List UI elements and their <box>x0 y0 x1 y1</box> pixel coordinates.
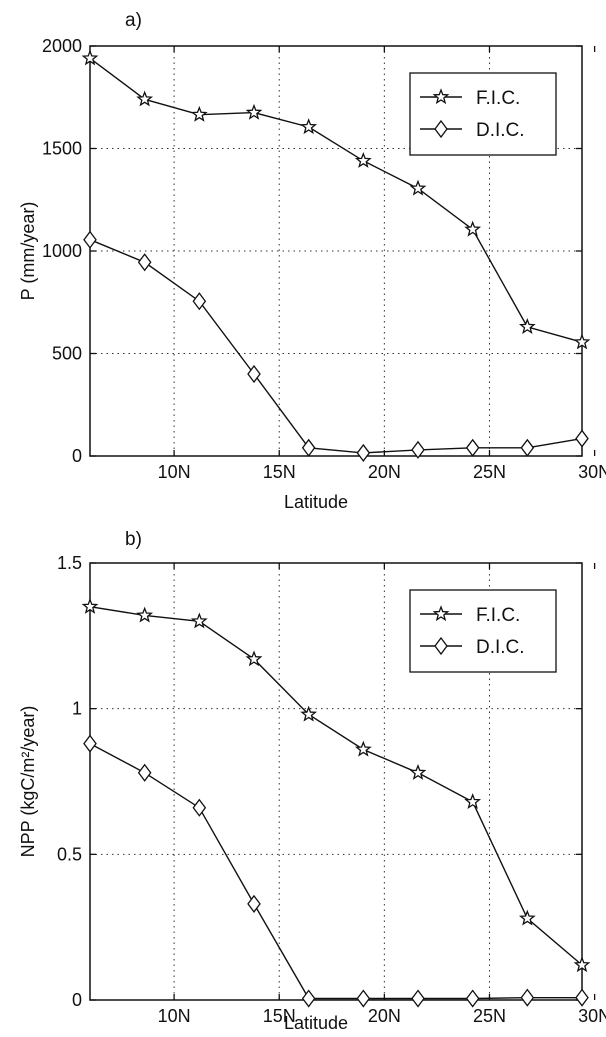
legend-marker <box>432 605 450 622</box>
data-point <box>137 253 152 272</box>
data-point <box>300 118 318 135</box>
data-point <box>465 989 480 1008</box>
series-line <box>89 606 583 966</box>
x-tick-label: 15N <box>263 1006 296 1026</box>
data-point <box>247 894 261 913</box>
data-point <box>81 597 99 614</box>
panel-label-a: a) <box>125 10 142 31</box>
y-axis-label-b: NPP (kgC/m²/year) <box>18 706 38 858</box>
x-axis-label-a: Latitude <box>284 492 348 512</box>
data-point <box>409 179 427 196</box>
data-point <box>301 438 316 457</box>
x-tick-label: 30N <box>578 1006 606 1026</box>
data-point <box>81 49 99 66</box>
y-tick-label: 1 <box>72 699 82 719</box>
chart-panel-a: a) 10N 15N 20N 25N 30N 0 500 1000 1500 2000 Latitud… <box>0 0 606 516</box>
data-point <box>136 90 154 107</box>
y-tick-label: 1500 <box>42 139 82 159</box>
series-b-dic <box>83 734 589 1008</box>
series-b-fic <box>81 597 591 973</box>
series-line <box>89 57 583 343</box>
data-point <box>190 612 208 629</box>
data-point <box>137 763 152 782</box>
x-tick-label: 10N <box>158 462 191 482</box>
panel-label-b: b) <box>125 529 142 550</box>
y-tick-label: 1.5 <box>57 553 82 573</box>
y-tick-label: 0.5 <box>57 844 82 864</box>
legend-label: D.I.C. <box>476 120 525 141</box>
data-point <box>245 650 263 667</box>
data-point <box>411 440 425 459</box>
data-point <box>192 292 207 311</box>
data-point <box>356 989 371 1008</box>
y-tick-label: 0 <box>72 446 82 466</box>
legend-marker <box>434 636 448 656</box>
series-line <box>89 239 583 454</box>
data-point <box>464 220 482 237</box>
data-point <box>192 798 207 817</box>
data-point <box>190 105 208 122</box>
series-line <box>89 742 582 1000</box>
legend-b: F.I.C. D.I.C. <box>409 589 557 673</box>
data-point <box>300 705 318 722</box>
y-axis-label-a: P (mm/year) <box>18 202 38 301</box>
x-axis-label-b: Latitude <box>284 1013 348 1032</box>
legend-a: F.I.C. D.I.C. <box>409 72 557 156</box>
x-tick-label: 20N <box>368 1006 401 1026</box>
plot-frame-b <box>89 562 583 1001</box>
ticks-b: 10N 15N 20N 25N 30N 0 0.5 1 1.5 <box>57 553 606 1026</box>
data-point <box>83 734 97 753</box>
x-tick-label: 25N <box>473 462 506 482</box>
legend-marker <box>432 88 450 105</box>
data-point <box>575 988 589 1007</box>
plot-frame-a <box>89 45 583 457</box>
data-point <box>83 230 97 249</box>
y-tick-label: 1000 <box>42 241 82 261</box>
grid-a <box>90 46 582 456</box>
legend-label: F.I.C. <box>476 605 520 626</box>
data-point <box>573 956 591 973</box>
legend-box <box>409 589 557 673</box>
x-tick-label: 15N <box>263 462 296 482</box>
data-point <box>301 989 316 1008</box>
chart-panel-b: b) 10N 15N 20N 25N 30N 0 0.5 1 1.5 Latitude NPP (kg… <box>0 516 606 1033</box>
data-point <box>411 989 425 1008</box>
data-point <box>518 318 536 334</box>
data-point <box>575 429 589 448</box>
data-point <box>356 443 371 463</box>
data-point <box>518 909 536 926</box>
data-point <box>245 103 263 120</box>
series-a-fic <box>81 49 591 350</box>
chart-b-svg: b) 10N 15N 20N 25N 30N 0 0.5 1 1.5 Latitude NPP (kg… <box>18 529 606 1033</box>
data-point <box>465 438 480 457</box>
data-point <box>409 763 427 780</box>
legend-label: D.I.C. <box>476 637 525 658</box>
x-tick-label: 10N <box>158 1006 191 1026</box>
x-tick-label: 30N <box>578 462 606 482</box>
data-point <box>520 988 535 1007</box>
legend-marker <box>434 119 448 139</box>
legend-label: F.I.C. <box>476 88 520 109</box>
data-point <box>573 333 591 350</box>
series-a-dic <box>83 230 589 463</box>
data-point <box>247 364 261 384</box>
data-point <box>464 793 482 810</box>
chart-a-svg: a) 10N 15N 20N 25N 30N 0 500 1000 1500 2000 Latitud… <box>18 10 606 512</box>
y-tick-label: 2000 <box>42 36 82 56</box>
data-point <box>520 438 535 457</box>
data-point <box>136 606 154 623</box>
data-point <box>354 151 372 168</box>
x-tick-label: 20N <box>368 462 401 482</box>
data-point <box>354 740 372 757</box>
y-tick-label: 0 <box>72 990 82 1010</box>
y-tick-label: 500 <box>52 344 82 364</box>
x-tick-label: 25N <box>473 1006 506 1026</box>
legend-box <box>409 72 557 156</box>
